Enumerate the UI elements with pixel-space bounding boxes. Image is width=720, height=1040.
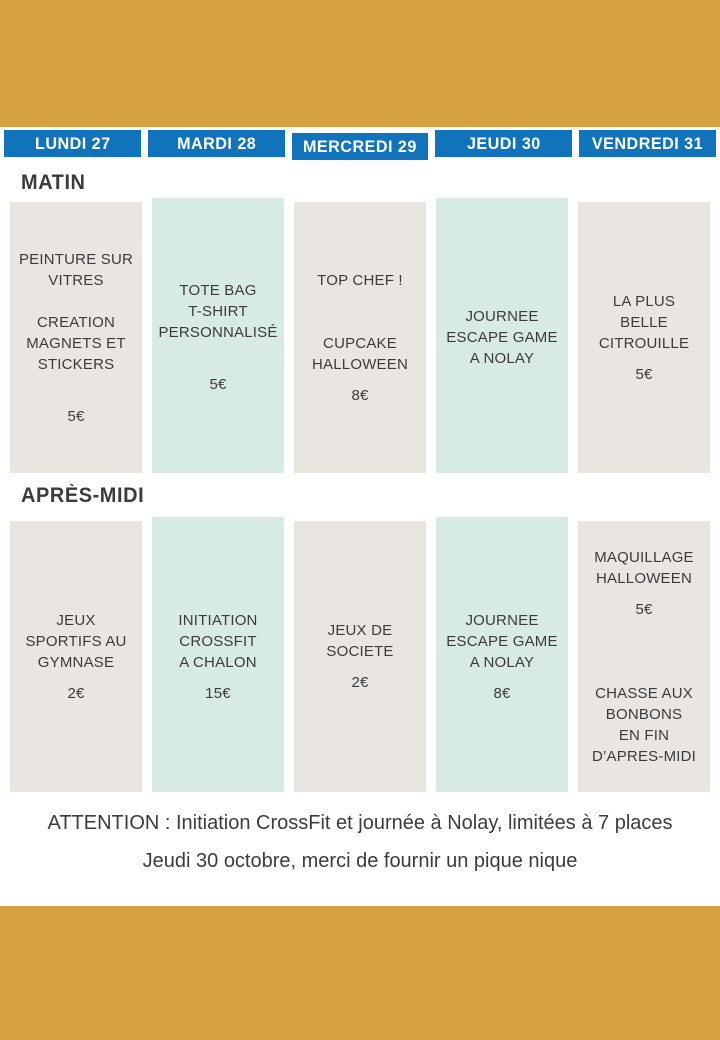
card-line: MAQUILLAGE — [594, 548, 694, 566]
card-jeudi-apres-midi: JOURNEE ESCAPE GAME A NOLAY 8€ — [436, 517, 568, 792]
card-line: JOURNEE — [465, 611, 539, 629]
day-header-row: LUNDI 27 MARDI 28 MERCREDI 29 JEUDI 30 V… — [4, 130, 716, 164]
card-line: 2€ — [351, 674, 369, 691]
card-line: JEUX — [56, 611, 96, 629]
card-line: GYMNASE — [37, 653, 115, 671]
card-jeudi-matin: JOURNEE ESCAPE GAME A NOLAY — [436, 198, 568, 473]
day-tab-label: LUNDI 27 — [34, 133, 111, 153]
card-line: ESCAPE GAME — [446, 329, 558, 346]
day-tab-label: VENDREDI 31 — [592, 133, 704, 153]
card-line: EN FIN — [618, 726, 670, 744]
section-label-apres-midi: APRÈS-MIDI — [21, 484, 145, 507]
card-line: BONBONS — [605, 705, 683, 723]
card-line: HALLOWEEN — [596, 569, 692, 587]
card-line: A NOLAY — [469, 653, 535, 671]
day-tab-vendredi-31: VENDREDI 31 — [579, 130, 716, 157]
card-line: T-SHIRT — [188, 303, 248, 320]
card-line: 8€ — [351, 386, 369, 404]
card-mercredi-matin: TOP CHEF ! CUPCAKE HALLOWEEN 8€ — [294, 202, 426, 473]
card-line: BELLE — [620, 313, 668, 331]
card-line: INITIATION — [178, 611, 258, 629]
card-vendredi-apres-midi: MAQUILLAGE HALLOWEEN 5€ CHASSE AUX BONBONS EN… — [578, 521, 710, 792]
section-label-matin: MATIN — [21, 171, 86, 194]
card-line: JEUX DE — [327, 622, 393, 639]
card-line: A CHALON — [179, 653, 257, 671]
day-tab-lundi-27: LUNDI 27 — [4, 130, 141, 157]
card-line: PEINTURE SUR — [18, 250, 134, 268]
note-picnic: Jeudi 30 octobre, merci de fournir un pi… — [142, 850, 578, 872]
card-line: A NOLAY — [469, 350, 535, 367]
afternoon-cards-row: JEUX SPORTIFS AU GYMNASE 2€ INITIATION CROSS… — [10, 517, 710, 792]
card-line: 5€ — [209, 376, 227, 393]
bottom-gold-band — [0, 906, 720, 1040]
card-line: TOP CHEF ! — [317, 271, 403, 289]
footer-notes: ATTENTION : Initiation CrossFit et journ… — [0, 811, 720, 887]
day-tab-mercredi-29: MERCREDI 29 — [291, 133, 429, 160]
card-vendredi-matin: LA PLUS BELLE CITROUILLE 5€ — [578, 202, 710, 473]
card-line: SPORTIFS AU — [25, 632, 127, 650]
top-gold-band — [0, 0, 720, 127]
morning-cards-row: PEINTURE SUR VITRES CREATION MAGNETS ET STIC… — [10, 198, 710, 473]
day-tab-mardi-28: MARDI 28 — [147, 130, 285, 157]
card-line: SOCIETE — [326, 643, 394, 660]
card-line: MAGNETS ET — [26, 334, 126, 352]
card-line: JOURNEE — [465, 308, 539, 325]
card-line: CITROUILLE — [598, 334, 690, 352]
day-tab-label: JEUDI 30 — [466, 133, 541, 153]
note-limit-places: ATTENTION : Initiation CrossFit et journ… — [47, 812, 673, 834]
card-line: VITRES — [48, 271, 104, 289]
card-line: PERSONNALISÉ — [158, 324, 278, 341]
card-line: 8€ — [493, 684, 511, 702]
card-line: 5€ — [67, 407, 85, 425]
card-mardi-matin: TOTE BAG T-SHIRT PERSONNALISÉ 5€ — [152, 198, 284, 473]
card-line: CHASSE AUX — [595, 684, 693, 702]
card-line: CREATION — [37, 313, 115, 331]
card-line: 5€ — [635, 365, 653, 383]
card-line: 5€ — [635, 600, 653, 618]
card-line: LA PLUS — [612, 292, 676, 310]
card-line: ESCAPE GAME — [446, 632, 558, 650]
card-mercredi-apres-midi: JEUX DE SOCIETE 2€ — [294, 521, 426, 792]
card-mardi-apres-midi: INITIATION CROSSFIT A CHALON 15€ — [152, 517, 284, 792]
card-line: STICKERS — [37, 355, 115, 373]
card-line: 2€ — [67, 684, 85, 702]
card-line: CUPCAKE — [323, 334, 397, 352]
card-lundi-matin: PEINTURE SUR VITRES CREATION MAGNETS ET STIC… — [10, 202, 142, 473]
card-line: D’APRES-MIDI — [591, 747, 697, 765]
card-line: CROSSFIT — [179, 632, 257, 650]
day-tab-label: MERCREDI 29 — [303, 136, 417, 156]
day-tab-label: MARDI 28 — [176, 133, 256, 153]
card-line: HALLOWEEN — [312, 355, 408, 373]
day-tab-jeudi-30: JEUDI 30 — [435, 130, 573, 157]
card-line: TOTE BAG — [179, 282, 257, 299]
card-lundi-apres-midi: JEUX SPORTIFS AU GYMNASE 2€ — [10, 521, 142, 792]
card-line: 15€ — [205, 684, 231, 702]
